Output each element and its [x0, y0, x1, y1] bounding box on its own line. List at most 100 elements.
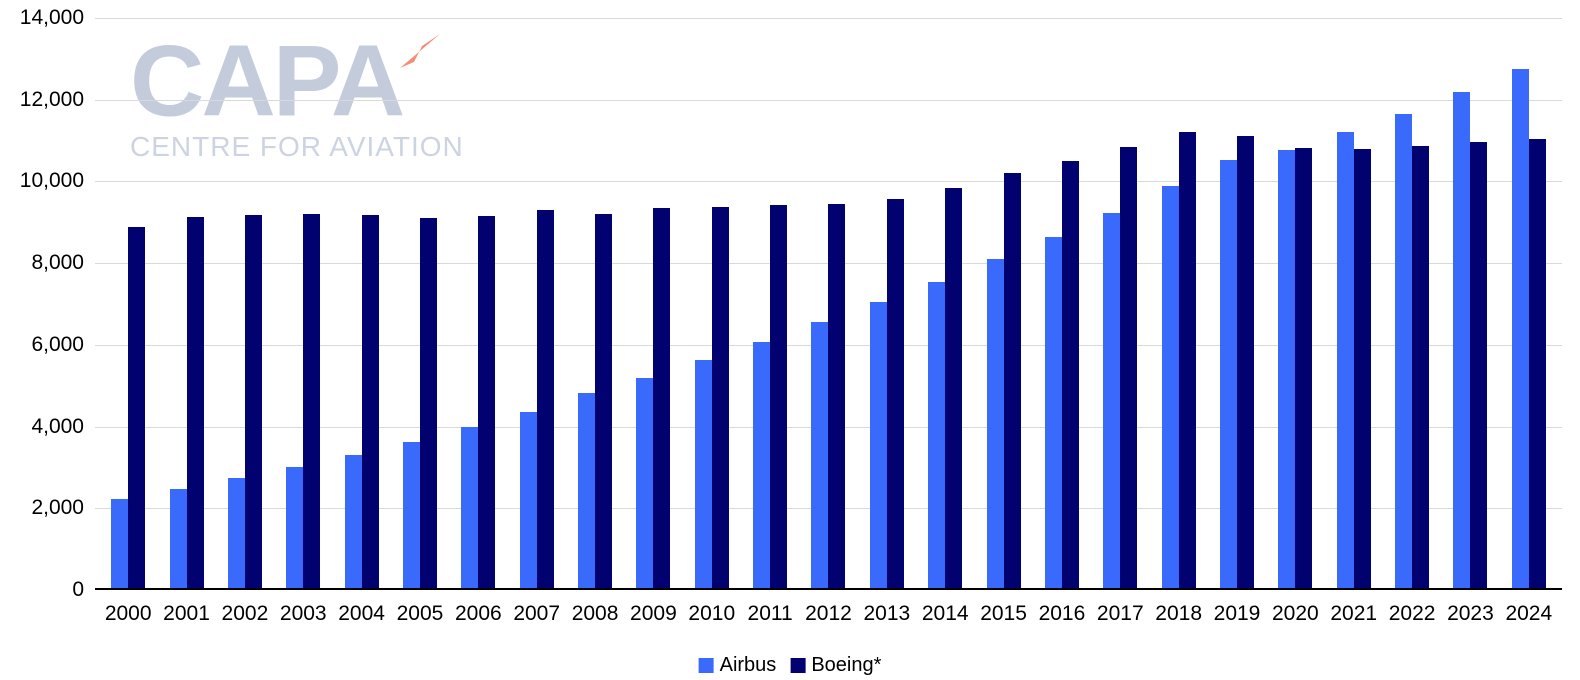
bar-airbus-2011 [753, 342, 771, 590]
bar-airbus-2021 [1336, 132, 1354, 590]
x-axis-label-2016: 2016 [1038, 602, 1086, 625]
x-axis-label-2001: 2001 [163, 602, 210, 625]
year-group-2003 [274, 18, 332, 590]
bar-boeing-2011 [770, 205, 788, 590]
x-axis-label-2023: 2023 [1447, 602, 1494, 625]
bar-airbus-2014 [928, 281, 946, 590]
year-group-2010 [683, 18, 741, 590]
bar-boeing-2010 [711, 207, 729, 590]
bar-airbus-2017 [1103, 213, 1121, 590]
y-axis-tick-label: 4,000 [31, 414, 84, 438]
bar-boeing-2014 [945, 188, 963, 590]
x-axis-label-2003: 2003 [279, 602, 327, 625]
year-group-2019 [1208, 18, 1266, 590]
year-group-2005 [391, 18, 449, 590]
bar-boeing-2002 [244, 215, 262, 590]
bar-airbus-2018 [1161, 185, 1179, 590]
x-axis-label-2008: 2008 [571, 602, 619, 625]
legend-swatch-boeing [790, 658, 806, 673]
capa-watermark: CAPA CENTRE FOR AVIATION [130, 30, 464, 163]
bar-boeing-2005 [419, 217, 437, 590]
y-axis-tick-label: 14,000 [19, 6, 84, 29]
year-group-2009 [624, 18, 682, 590]
plot-area [95, 18, 1562, 590]
year-group-2021 [1325, 18, 1383, 590]
year-group-2006 [449, 18, 507, 590]
bar-boeing-2003 [303, 213, 321, 590]
year-group-2023 [1441, 18, 1499, 590]
bar-airbus-2015 [986, 259, 1004, 590]
bar-airbus-2023 [1453, 91, 1471, 590]
bar-boeing-2018 [1178, 132, 1196, 590]
year-group-2011 [741, 18, 799, 590]
bar-boeing-2019 [1237, 135, 1254, 590]
gridline [95, 181, 1562, 183]
legend-swatch-airbus [698, 658, 714, 673]
bar-boeing-2008 [595, 214, 613, 590]
year-group-2018 [1149, 18, 1207, 590]
bar-boeing-2006 [478, 216, 496, 590]
x-axis-label-2002: 2002 [221, 602, 269, 625]
bar-boeing-2000 [128, 226, 146, 590]
y-axis-tick-label: 12,000 [19, 87, 84, 111]
bar-airbus-2009 [636, 377, 654, 590]
x-axis-label-2015: 2015 [980, 602, 1027, 625]
year-group-2014 [916, 18, 974, 590]
legend-item-airbus: Airbus [698, 654, 777, 677]
x-axis-label-2019: 2019 [1213, 602, 1261, 625]
capa-tagline: CENTRE FOR AVIATION [130, 131, 464, 162]
x-axis-label-2004: 2004 [338, 602, 385, 625]
bar-boeing-2017 [1120, 146, 1138, 590]
bar-boeing-2009 [653, 207, 671, 590]
year-group-2001 [157, 18, 215, 590]
bar-airbus-2001 [169, 489, 187, 590]
bar-boeing-2012 [828, 204, 846, 590]
bar-airbus-2024 [1511, 69, 1529, 590]
y-axis-tick-label: 6,000 [31, 332, 84, 356]
x-axis-label-2013: 2013 [863, 602, 911, 625]
bar-airbus-2002 [227, 478, 245, 590]
bar-boeing-2015 [1003, 172, 1021, 590]
x-axis-label-2024: 2024 [1505, 602, 1553, 625]
x-axis-label-2014: 2014 [921, 602, 969, 625]
bar-airbus-2013 [869, 302, 887, 590]
x-axis-label-2021: 2021 [1330, 602, 1378, 625]
x-axis-label-2005: 2005 [396, 602, 444, 625]
x-axis-label-2011: 2011 [747, 602, 793, 625]
capa-arrow-icon [400, 34, 440, 68]
bar-boeing-2022 [1412, 145, 1430, 590]
bar-boeing-2016 [1061, 161, 1079, 590]
year-group-2000 [99, 18, 157, 590]
bar-boeing-2004 [361, 214, 379, 590]
bar-airbus-2022 [1395, 114, 1413, 590]
bar-boeing-2001 [186, 217, 204, 590]
bar-airbus-2008 [578, 393, 596, 590]
bar-airbus-2000 [111, 498, 129, 590]
y-axis-tick-label: 2,000 [31, 496, 84, 520]
y-axis-tick-label: 10,000 [19, 169, 84, 193]
capa-logo-text: CAPA [130, 24, 405, 137]
legend-label: Boeing* [811, 654, 882, 676]
legend-item-boeing: Boeing* [790, 654, 881, 677]
bar-boeing-2021 [1353, 149, 1371, 590]
bar-airbus-2020 [1278, 149, 1296, 590]
bar-boeing-2020 [1295, 148, 1313, 590]
year-group-2002 [216, 18, 274, 590]
y-axis-tick-label: 8,000 [31, 251, 84, 275]
x-axis-label-2007: 2007 [513, 602, 561, 625]
year-group-2013 [858, 18, 916, 590]
bar-airbus-2016 [1044, 237, 1062, 590]
legend-label: Airbus [719, 654, 777, 676]
year-group-2016 [1033, 18, 1091, 590]
legend: Airbus Boeing* [698, 654, 881, 677]
x-axis-label-2000: 2000 [104, 602, 152, 625]
bar-boeing-2024 [1528, 139, 1546, 590]
year-group-2015 [974, 18, 1032, 590]
year-group-2024 [1500, 18, 1558, 590]
y-axis-tick-label: 0 [72, 578, 84, 601]
year-group-2022 [1383, 18, 1441, 590]
bar-boeing-2023 [1470, 141, 1488, 590]
x-axis-label-2009: 2009 [630, 602, 677, 625]
year-group-2020 [1266, 18, 1324, 590]
